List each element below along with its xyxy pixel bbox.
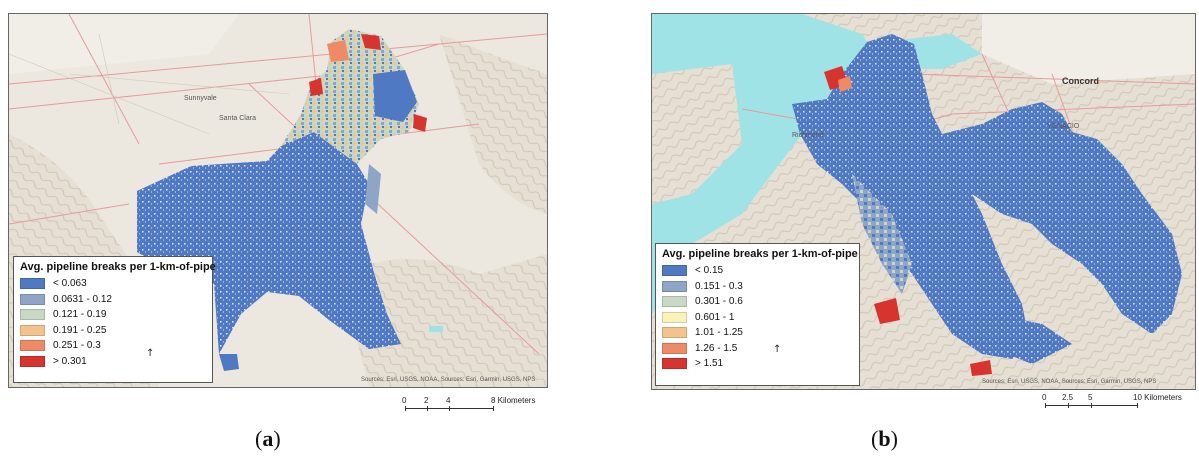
legend-label: 0.191 - 0.25 (53, 324, 107, 336)
legend-swatch (662, 358, 687, 370)
caption-a: (a) (255, 426, 281, 451)
service-area-b-west (792, 34, 1030, 359)
map-panel-b: Concord Richmond YGNACIO Avg. pipeline b… (600, 0, 1199, 461)
legend-entry: 0.151 - 0.3 (662, 279, 853, 295)
place-label: YGNACIO (1047, 123, 1080, 130)
legend-label: < 0.15 (695, 265, 724, 277)
legend-label: > 0.301 (53, 355, 87, 367)
legend-entries: < 0.063 0.0631 - 0.12 0.121 - 0.19 0.191 - … (20, 276, 206, 369)
legend-label: 0.301 - 0.6 (695, 296, 743, 308)
service-area-a-main (137, 132, 401, 354)
legend-swatch (20, 309, 45, 321)
legend-swatch (20, 340, 45, 352)
legend-label: 1.01 - 1.25 (695, 327, 743, 339)
legend-entry: 0.251 - 0.3 (20, 338, 206, 354)
legend-label: 0.251 - 0.3 (53, 340, 101, 352)
legend-label: 0.151 - 0.3 (695, 280, 743, 292)
reservoir (429, 326, 443, 332)
legend-entries: < 0.15 0.151 - 0.3 0.301 - 0.6 0.601 - 1 1.0… (662, 263, 853, 372)
legend-swatch (20, 324, 45, 336)
legend-entry: 1.26 - 1.5 (662, 341, 853, 357)
scale-tick-label: 8 Kilometers (491, 396, 536, 405)
scale-tick-label: 2 (424, 396, 429, 405)
north-arrow-icon: ↑ (773, 344, 782, 355)
place-label: Concord (1062, 76, 1099, 86)
legend-label: 0.601 - 1 (695, 311, 735, 323)
map-b-canvas (652, 14, 1195, 389)
legend-label: 0.0631 - 0.12 (53, 293, 112, 305)
legend-a: Avg. pipeline breaks per 1-km-of-pipe < … (13, 256, 216, 383)
legend-swatch (662, 311, 687, 323)
caption-b: (b) (871, 426, 898, 451)
legend-entry: 0.121 - 0.19 (20, 307, 206, 323)
legend-title: Avg. pipeline breaks per 1-km-of-pipe (20, 261, 216, 273)
scale-bar-a: 0 2 4 8 Kilometers (400, 396, 540, 416)
scale-tick-label: 5 (1088, 393, 1093, 402)
map-credits: Sources: Esri, USGS, NOAA, Sources: Esri… (982, 379, 1157, 385)
legend-swatch (662, 280, 687, 292)
place-label: Richmond (792, 132, 824, 139)
legend-entry: 0.191 - 0.25 (20, 323, 206, 339)
scale-tick-label: 2.5 (1062, 393, 1074, 402)
legend-entry: 0.601 - 1 (662, 310, 853, 326)
hills-east (439, 34, 547, 214)
map-b: Concord Richmond YGNACIO Avg. pipeline b… (651, 13, 1196, 390)
north-arrow-icon: ↑ (146, 348, 155, 359)
service-area-a-north (281, 29, 419, 164)
map-a: Sunnyvale Santa Clara Avg. pipeline brea… (8, 13, 548, 388)
scale-tick-label: 4 (446, 396, 451, 405)
legend-entry: 0.301 - 0.6 (662, 294, 853, 310)
hills-south (339, 254, 547, 387)
legend-entry: < 0.063 (20, 276, 206, 292)
map-panel-a: Sunnyvale Santa Clara Avg. pipeline brea… (8, 13, 548, 451)
legend-swatch (662, 342, 687, 354)
scale-tick-label: 10 Kilometers (1133, 393, 1182, 402)
map-credits: Sources: Esri, USGS, NOAA, Sources: Esri… (361, 377, 536, 383)
place-label: Sunnyvale (184, 95, 217, 102)
legend-swatch (20, 355, 45, 367)
legend-swatch (20, 293, 45, 305)
service-area-b-east (942, 102, 1182, 334)
legend-label: > 1.51 (695, 358, 724, 370)
legend-label: 1.26 - 1.5 (695, 342, 738, 354)
legend-label: < 0.063 (53, 278, 87, 290)
legend-swatch (662, 265, 687, 277)
scale-bar-b: 0 2.5 5 10 Kilometers (1040, 393, 1190, 413)
legend-entry: 0.0631 - 0.12 (20, 292, 206, 308)
legend-entry: < 0.15 (662, 263, 853, 279)
legend-swatch (662, 327, 687, 339)
legend-b: Avg. pipeline breaks per 1-km-of-pipe < … (655, 243, 860, 386)
legend-title: Avg. pipeline breaks per 1-km-of-pipe (662, 248, 858, 260)
place-label: Santa Clara (219, 115, 256, 122)
legend-swatch (20, 278, 45, 290)
legend-entry: 1.01 - 1.25 (662, 325, 853, 341)
legend-label: 0.121 - 0.19 (53, 309, 107, 321)
legend-swatch (662, 296, 687, 308)
scale-tick-label: 0 (402, 396, 407, 405)
scale-tick-label: 0 (1042, 393, 1047, 402)
legend-entry: > 0.301 (20, 354, 206, 370)
legend-entry: > 1.51 (662, 356, 853, 372)
